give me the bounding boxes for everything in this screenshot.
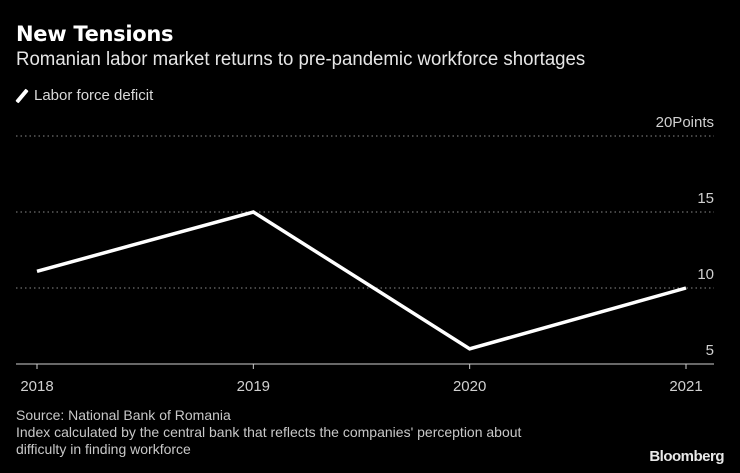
x-tick-label: 2020 — [453, 378, 486, 395]
series-line-labor-force-deficit — [36, 210, 687, 351]
source-note: Source: National Bank of Romania — [16, 407, 231, 423]
y-tick-label: 20Points — [656, 114, 714, 131]
chart-title: New Tensions — [16, 22, 174, 46]
legend: Labor force deficit — [15, 87, 154, 104]
footer-notes: Source: National Bank of Romania Index c… — [16, 407, 521, 458]
x-tick-label: 2021 — [669, 378, 702, 395]
x-tick-label: 2019 — [237, 378, 270, 395]
index-note-line-2: difficulty in finding workforce — [16, 441, 191, 457]
bloomberg-logo: Bloomberg — [649, 448, 724, 465]
y-tick-label: 15 — [697, 190, 714, 207]
y-tick-label: 5 — [706, 342, 714, 359]
x-tick-label: 2018 — [20, 378, 53, 395]
chart-subtitle: Romanian labor market returns to pre-pan… — [16, 49, 586, 70]
legend-label: Labor force deficit — [34, 87, 154, 104]
y-tick-label: 10 — [697, 266, 714, 283]
index-note-line-1: Index calculated by the central bank tha… — [16, 424, 522, 440]
